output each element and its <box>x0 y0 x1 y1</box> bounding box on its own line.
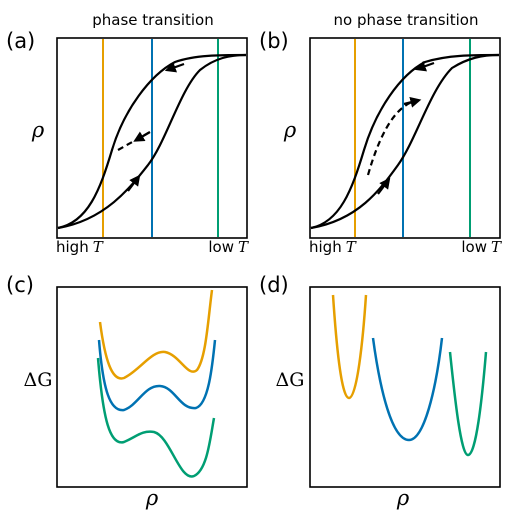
panel-b: (b) no phase transition ρ high T low T <box>259 11 502 256</box>
panel-d: (d) ΔG ρ <box>259 273 501 510</box>
panel-c-blue-curve <box>97 339 217 412</box>
panel-c-frame <box>56 286 248 488</box>
panel-b-tag: (b) <box>259 29 289 53</box>
panel-b-x-right: low T <box>461 238 502 256</box>
panel-b-arrow-dashed <box>403 96 422 108</box>
panel-d-blue-curve <box>371 337 444 442</box>
panel-a-cooling-curve <box>57 53 247 230</box>
panel-d-orange-curve <box>331 294 368 400</box>
panel-d-frame <box>309 286 501 488</box>
panel-a-tag: (a) <box>6 29 35 53</box>
panel-d-green-curve <box>448 351 488 457</box>
panel-a-x-left: high T <box>56 238 104 256</box>
panel-a-arrow-lower <box>127 174 141 192</box>
panel-a-heating-curve <box>57 53 247 230</box>
panel-b-dashed-transition <box>366 100 413 176</box>
panel-d-tag: (d) <box>259 273 289 297</box>
panel-d-xlabel: ρ <box>396 486 410 510</box>
panel-b-arrow-lower <box>377 177 391 195</box>
panel-a-frame <box>56 37 248 239</box>
panel-b-frame <box>309 37 501 239</box>
panel-a-x-right: low T <box>208 238 249 256</box>
panel-c-green-curve <box>96 357 216 478</box>
panel-b-cooling-curve <box>310 53 500 230</box>
panel-b-title: no phase transition <box>334 11 479 29</box>
panel-a-arrow-dashed <box>133 131 151 142</box>
panel-b-heating-curve <box>310 53 500 230</box>
panel-a: (a) phase transition ρ high T low T <box>6 11 249 256</box>
panel-b-ylabel: ρ <box>283 118 297 142</box>
panel-c: (c) ΔG ρ <box>6 273 248 510</box>
panel-a-ylabel: ρ <box>31 118 45 142</box>
panel-c-ylabel: ΔG <box>24 369 53 391</box>
panel-b-x-left: high T <box>309 238 357 256</box>
panel-b-arrow-upper <box>414 60 435 72</box>
panel-c-orange-curve <box>98 289 214 380</box>
panel-a-title: phase transition <box>92 11 214 29</box>
panel-d-ylabel: ΔG <box>276 369 305 391</box>
panel-c-tag: (c) <box>6 273 34 297</box>
panel-c-xlabel: ρ <box>145 486 159 510</box>
panel-a-arrow-upper <box>164 61 185 73</box>
